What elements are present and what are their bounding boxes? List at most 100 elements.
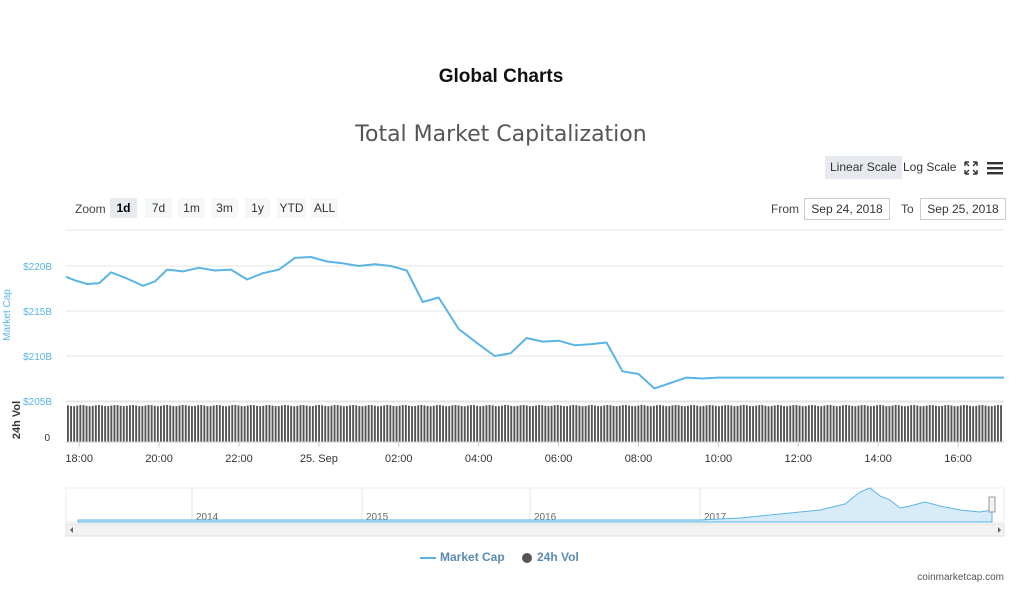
to-date-input[interactable]: Sep 25, 2018 [920, 198, 1006, 220]
volume-bar [922, 406, 925, 442]
volume-bar [435, 405, 438, 442]
volume-bar [609, 405, 612, 442]
volume-bar [733, 406, 736, 442]
volume-bar [820, 406, 823, 442]
from-date-input[interactable]: Sep 24, 2018 [804, 198, 890, 220]
volume-bar [191, 406, 193, 442]
zoom-button-all[interactable]: ALL [311, 198, 338, 218]
zoom-button-1m[interactable]: 1m [178, 198, 205, 218]
y-tick-label: $215B [23, 307, 52, 318]
volume-bar [569, 405, 572, 442]
volume-bar [860, 405, 863, 442]
volume-bar [184, 405, 187, 442]
volume-bar [209, 406, 212, 442]
volume-bar [107, 406, 110, 442]
volume-bar [318, 405, 320, 442]
volume-bar [640, 405, 643, 442]
volume-bar [516, 405, 519, 442]
volume-bar [181, 405, 184, 442]
volume-bar [445, 406, 448, 442]
volume-bar [851, 406, 854, 442]
scroll-left-arrow[interactable] [70, 527, 73, 533]
volume-bar [104, 406, 107, 442]
volume-bar [125, 405, 128, 442]
x-tick-label: 10:00 [705, 453, 733, 465]
legend-market-cap-label: Market Cap [440, 550, 505, 564]
volume-bar [488, 405, 491, 442]
volume-bar [758, 405, 761, 442]
log-scale-button[interactable]: Log Scale [903, 160, 957, 174]
x-tick-label: 12:00 [784, 453, 812, 465]
x-tick-label: 25. Sep [300, 453, 338, 465]
volume-bar [197, 405, 200, 442]
volume-bar [473, 405, 475, 442]
volume-bar [246, 405, 249, 442]
volume-bar [984, 405, 987, 442]
volume-bar [683, 406, 686, 442]
volume-bar [773, 405, 776, 442]
menu-icon[interactable] [986, 160, 1004, 176]
volume-bar [377, 406, 379, 442]
fullscreen-icon[interactable] [963, 160, 979, 176]
legend-volume[interactable]: 24h Vol [522, 550, 579, 564]
volume-bar [671, 405, 674, 442]
volume-bar [491, 405, 494, 442]
legend-market-cap[interactable]: Market Cap [420, 550, 505, 564]
volume-bar [559, 405, 562, 442]
volume-bar [494, 406, 497, 442]
volume-bar [352, 405, 355, 442]
chart-title: Total Market Capitalization [355, 122, 647, 147]
volume-bar [67, 405, 69, 442]
volume-bar [541, 405, 544, 442]
volume-bar [767, 406, 770, 442]
volume-bar [466, 405, 469, 442]
volume-bar [411, 406, 413, 442]
volume-bar [98, 405, 100, 442]
scroll-right-arrow[interactable] [998, 527, 1001, 533]
volume-bar [346, 406, 348, 442]
volume-bar [900, 405, 903, 442]
volume-bar [451, 405, 454, 442]
zoom-button-1d[interactable]: 1d [110, 198, 137, 218]
volume-bar [271, 405, 274, 442]
volume-bar [885, 406, 888, 442]
navigator-scrollbar [65, 523, 1005, 537]
volume-bar [153, 405, 156, 442]
volume-bar [838, 406, 841, 442]
zoom-button-ytd[interactable]: YTD [277, 198, 306, 218]
volume-bar [656, 405, 658, 442]
volume-bar [243, 406, 246, 442]
volume-bar [519, 405, 522, 442]
volume-bar [479, 406, 482, 442]
zoom-button-7d[interactable]: 7d [145, 198, 172, 218]
volume-bar [969, 405, 971, 442]
volume-bar [590, 405, 593, 442]
volume-bar [770, 406, 773, 442]
zoom-button-1y[interactable]: 1y [245, 198, 270, 218]
volume-bar [553, 405, 556, 442]
linear-scale-button[interactable]: Linear Scale [825, 156, 902, 179]
credits-link[interactable]: coinmarketcap.com [917, 572, 1004, 583]
zoom-button-3m[interactable]: 3m [211, 198, 238, 218]
volume-bar [404, 405, 407, 442]
page-title: Global Charts [438, 66, 564, 87]
volume-bar [876, 405, 878, 442]
volume-bar [132, 405, 134, 442]
volume-bar [563, 406, 565, 442]
volume-bar [935, 405, 937, 442]
volume-bar [547, 406, 550, 442]
volume-bar [94, 405, 97, 442]
volume-bar [426, 406, 429, 442]
volume-bar [978, 405, 981, 442]
volume-bar [414, 406, 417, 442]
volume-bar [727, 405, 730, 442]
volume-bar [811, 405, 813, 442]
volume-bar [302, 405, 305, 442]
from-label: From [771, 202, 799, 216]
volume-bar [780, 405, 782, 442]
volume-bar [950, 405, 953, 442]
volume-bar [910, 405, 913, 442]
volume-bar [249, 405, 252, 442]
volume-bar [643, 405, 646, 442]
volume-bar [966, 405, 968, 442]
